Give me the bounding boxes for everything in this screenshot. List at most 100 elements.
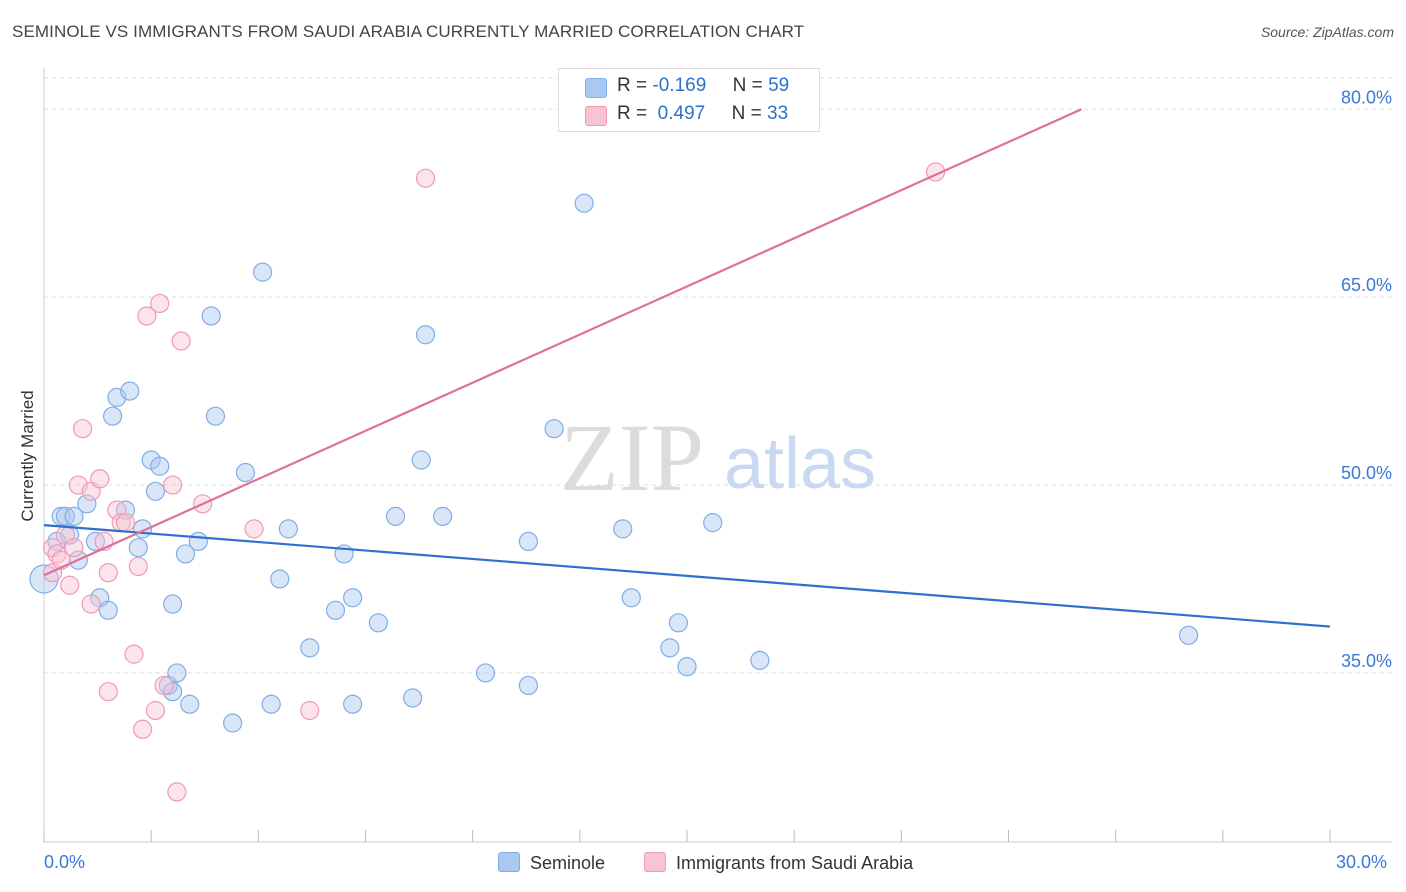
seminole-point — [163, 594, 183, 614]
seminole-point — [120, 381, 140, 401]
saudi-point — [171, 331, 191, 351]
seminole-point — [544, 419, 564, 439]
saudi-point — [150, 293, 170, 314]
seminole-point — [433, 506, 453, 526]
saudi-point — [98, 682, 118, 702]
saudi-point — [115, 513, 136, 533]
seminole-point — [1178, 625, 1199, 645]
y-tick-label: 50.0% — [1341, 463, 1392, 483]
seminole-point — [278, 519, 298, 539]
seminole-point — [300, 638, 320, 658]
seminole-point — [128, 538, 148, 558]
legend-swatch-saudi — [585, 106, 607, 126]
seminole-point — [385, 506, 406, 526]
legend-r-value-seminole: -0.169 — [652, 75, 707, 96]
seminole-point — [677, 657, 697, 677]
saudi-point — [90, 469, 110, 489]
seminole-point — [77, 494, 97, 514]
seminole-point — [180, 694, 200, 714]
saudi-point — [154, 675, 174, 696]
grid-lines — [44, 77, 1392, 674]
seminole-point — [98, 600, 118, 620]
legend-r-label: R = — [617, 103, 648, 124]
seminole-point — [145, 481, 166, 501]
seminole-point — [621, 588, 641, 608]
legend-n-label: N = — [731, 103, 762, 124]
chart-title: SEMINOLE VS IMMIGRANTS FROM SAUDI ARABIA… — [12, 22, 805, 41]
source-label: Source: ZipAtlas.com — [1260, 24, 1394, 40]
seminole-point — [518, 675, 538, 696]
seminole-point — [660, 638, 680, 658]
seminole-point — [235, 462, 256, 483]
seminole-trend-line — [43, 524, 1331, 628]
y-tick-label: 80.0% — [1341, 87, 1392, 107]
seminole-point — [703, 513, 723, 533]
y-tick-label: 65.0% — [1341, 275, 1392, 295]
seminole-point — [415, 325, 436, 345]
saudi-points — [42, 162, 946, 802]
seminole-point — [102, 406, 123, 426]
seminole-point — [150, 456, 170, 476]
saudi-point — [64, 538, 84, 558]
bottom-legend-saudi: Immigrants from Saudi Arabia — [644, 852, 913, 874]
seminole-point — [325, 600, 346, 620]
seminole-point — [201, 306, 221, 326]
bottom-legend-seminole: Seminole — [498, 852, 605, 874]
legend-n-value-seminole: 59 — [768, 75, 790, 96]
seminole-point — [167, 663, 187, 683]
seminole-point — [368, 613, 388, 633]
saudi-point — [72, 419, 93, 439]
seminole-point — [253, 262, 273, 282]
seminole-point — [518, 531, 538, 552]
seminole-point — [188, 531, 208, 552]
seminole-point — [175, 544, 196, 564]
saudi-point — [145, 700, 166, 721]
bottom-legend-swatch-seminole — [498, 852, 520, 872]
saudi-point — [132, 719, 153, 739]
saudi-point — [163, 475, 183, 495]
saudi-point — [98, 563, 118, 583]
seminole-point — [343, 588, 363, 608]
legend-r-label: R = — [617, 75, 648, 96]
seminole-point — [574, 193, 594, 213]
stats-legend: R = -0.169 N = 59 R = 0.497 N = 33 — [558, 68, 820, 132]
saudi-point — [244, 519, 264, 539]
seminole-point — [261, 694, 281, 714]
seminole-point — [411, 450, 431, 470]
legend-n-label: N = — [732, 75, 763, 96]
bottom-legend-label-saudi: Immigrants from Saudi Arabia — [676, 853, 914, 873]
saudi-point — [415, 168, 436, 188]
bottom-legend-label-seminole: Seminole — [530, 853, 606, 873]
seminole-point — [223, 713, 243, 733]
saudi-point — [124, 644, 144, 664]
saudi-trend-line — [43, 108, 1082, 577]
seminole-point — [343, 694, 363, 714]
legend-swatch-seminole — [585, 78, 607, 98]
seminole-point — [403, 688, 423, 708]
seminole-point — [750, 650, 770, 670]
watermark-zip: ZIP — [560, 404, 704, 511]
saudi-point — [300, 700, 320, 721]
seminole-point — [270, 569, 290, 589]
saudi-point — [128, 556, 148, 577]
seminole-point — [475, 663, 496, 683]
legend-n-value-saudi: 33 — [767, 103, 789, 124]
watermark: ZIP atlas — [560, 404, 876, 511]
x-tick-label-min: 0.0% — [44, 852, 86, 872]
bottom-legend-swatch-saudi — [644, 852, 666, 872]
seminole-points — [29, 193, 1199, 733]
seminole-point — [613, 519, 633, 539]
y-tick-label: 35.0% — [1341, 651, 1392, 671]
saudi-point — [81, 594, 101, 614]
saudi-point — [167, 782, 187, 802]
saudi-point — [137, 306, 157, 326]
saudi-point — [60, 575, 80, 595]
seminole-point — [205, 406, 226, 426]
watermark-atlas: atlas — [724, 424, 876, 504]
x-tick-label-max: 30.0% — [1336, 852, 1388, 872]
seminole-point — [64, 506, 84, 526]
legend-r-value-saudi: 0.497 — [657, 103, 706, 124]
axes: 35.0% 50.0% 65.0% 80.0% — [43, 68, 1392, 843]
trend-lines — [43, 108, 1331, 628]
